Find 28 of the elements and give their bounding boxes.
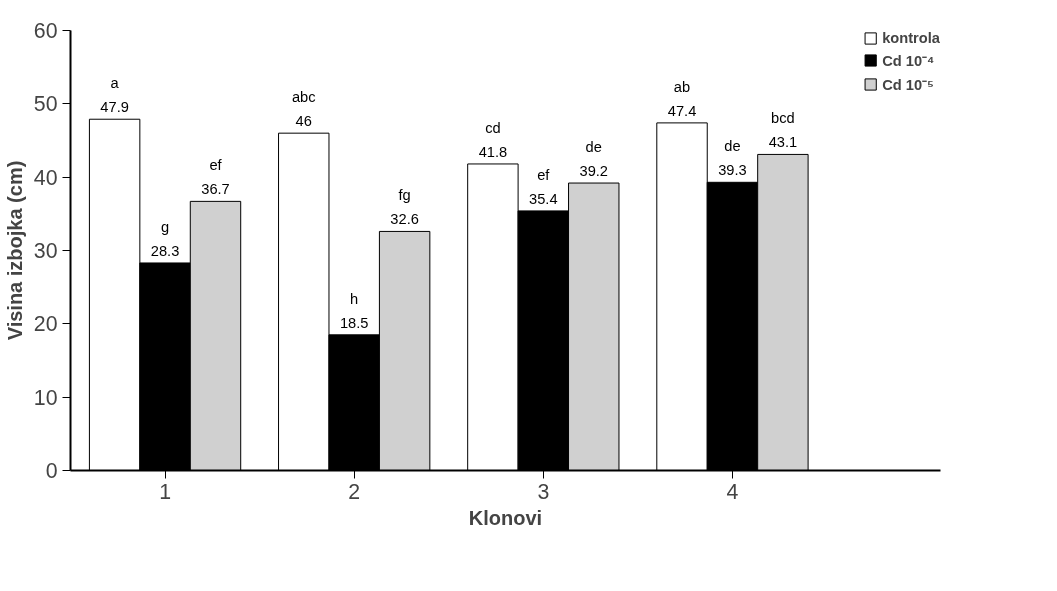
data-label: cd 41.8 [478,119,508,160]
data-label: bcd 43.1 [768,110,798,151]
data-label: h 18.5 [339,290,369,331]
x-tick-label: 2 [348,479,361,504]
y-tick-label: 10 [33,385,58,410]
x-tick-label: 4 [726,479,739,504]
data-label: de 39.2 [579,139,609,180]
data-label: de 39.3 [718,138,747,179]
data-label: ef 36.7 [201,157,230,198]
y-tick-label: 20 [33,312,58,337]
y-tick-label: 60 [33,19,58,43]
y-tick-label: 0 [45,459,58,483]
x-tick-label: 1 [159,479,172,504]
y-axis-title: Visina izbojka (cm) [3,160,26,341]
legend-label: Cd 10⁻⁴ [882,52,935,70]
x-tick-label: 3 [537,479,550,504]
data-label: fg 32.6 [390,187,419,228]
legend-label: Cd 10⁻⁵ [882,76,934,94]
data-label: ab 47.4 [667,78,697,119]
y-tick-label: 30 [33,239,58,263]
y-tick-label: 50 [33,92,58,117]
data-label: ef 35.4 [529,166,558,207]
legend-label: kontrola [882,30,940,46]
data-label: a 47.9 [100,75,129,116]
data-label: g 28.3 [150,218,180,259]
data-label: abc 46 [291,89,316,130]
x-axis-title: Klonovi [468,506,543,529]
y-tick-label: 40 [33,165,58,190]
